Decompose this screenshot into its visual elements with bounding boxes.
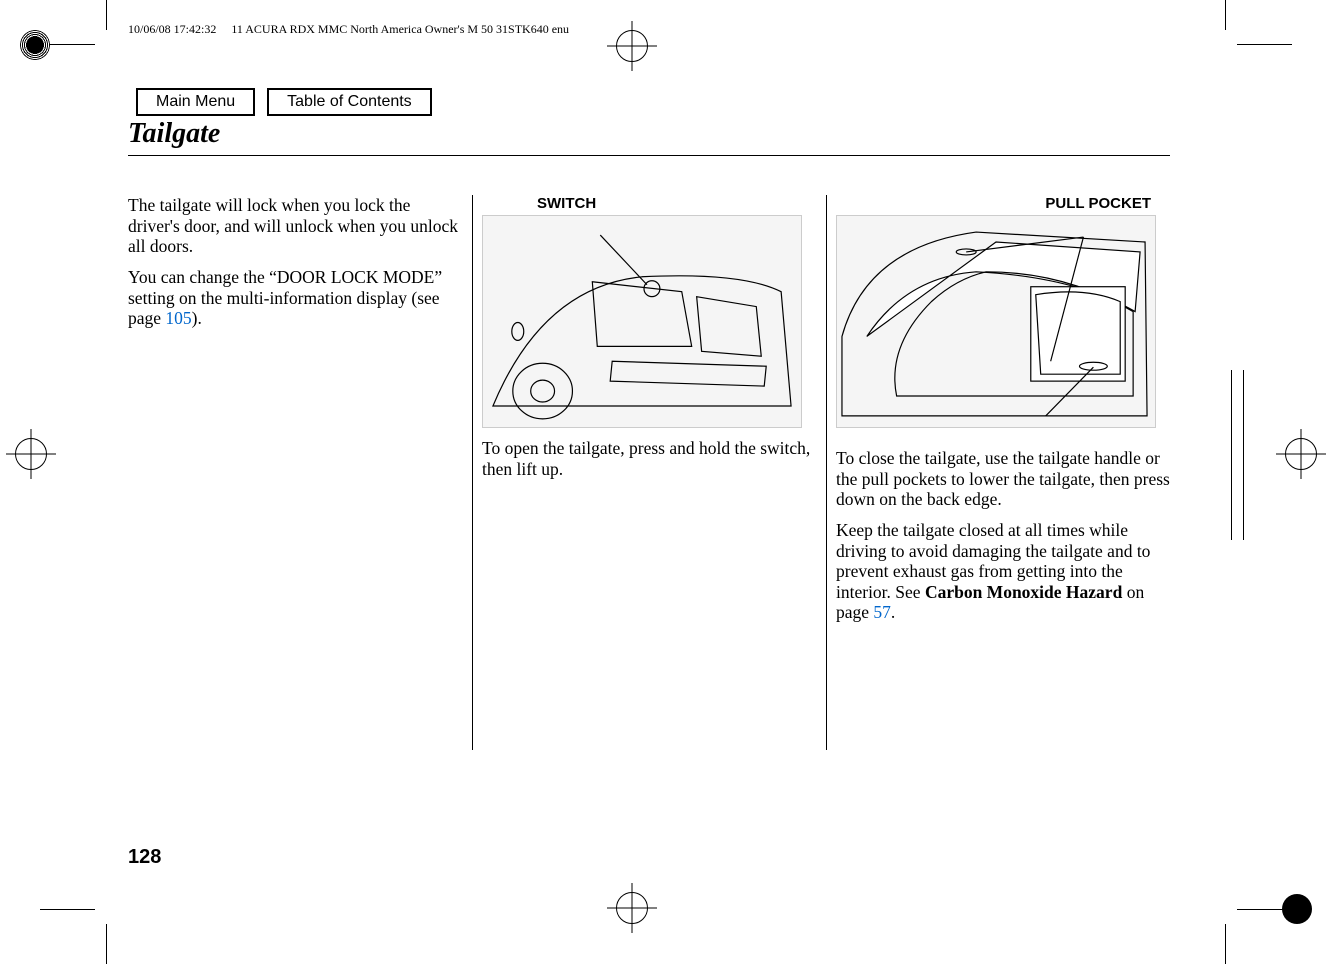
crop-mark xyxy=(1243,370,1244,540)
crop-mark xyxy=(1231,370,1232,540)
page-link[interactable]: 57 xyxy=(873,602,891,622)
column-divider xyxy=(472,195,473,750)
figure-body xyxy=(482,215,802,428)
table-of-contents-button[interactable]: Table of Contents xyxy=(267,88,432,116)
paragraph: You can change the “DOOR LOCK MODE” sett… xyxy=(128,267,462,329)
column-1: The tailgate will lock when you lock the… xyxy=(128,195,462,633)
nav-bar: Main Menu Table of Contents xyxy=(136,88,432,116)
registration-target-icon xyxy=(15,438,47,470)
crop-mark xyxy=(40,909,95,910)
registration-target-icon xyxy=(616,892,648,924)
figure-switch: SWITCH xyxy=(482,195,802,428)
page-link[interactable]: 105 xyxy=(165,308,191,328)
figure-label-switch: SWITCH xyxy=(537,195,596,213)
bold-text: Carbon Monoxide Hazard xyxy=(925,582,1122,602)
main-menu-button[interactable]: Main Menu xyxy=(136,88,255,116)
crop-mark xyxy=(106,0,107,30)
column-3: PULL POCKET HANDLE xyxy=(836,195,1170,633)
registration-mark-icon xyxy=(20,30,50,60)
column-divider xyxy=(826,195,827,750)
column-2: SWITCH To open the t xyxy=(482,195,816,633)
text: ). xyxy=(192,308,202,328)
registration-mark-icon xyxy=(1282,894,1312,924)
content-columns: The tailgate will lock when you lock the… xyxy=(128,195,1170,633)
figure-handle: PULL POCKET HANDLE xyxy=(836,195,1156,428)
figure-caption: To open the tailgate, press and hold the… xyxy=(482,438,816,479)
registration-target-icon xyxy=(616,30,648,62)
crop-mark xyxy=(1237,44,1292,45)
vehicle-rear-icon xyxy=(483,216,801,427)
figure-body xyxy=(836,215,1156,428)
paragraph: The tailgate will lock when you lock the… xyxy=(128,195,462,257)
crop-mark xyxy=(1225,0,1226,30)
paragraph: To close the tailgate, use the tailgate … xyxy=(836,448,1170,510)
tailgate-open-icon xyxy=(837,216,1155,427)
horizontal-rule xyxy=(128,155,1170,156)
page-number: 128 xyxy=(128,846,161,869)
paragraph: Keep the tailgate closed at all times wh… xyxy=(836,520,1170,623)
registration-target-icon xyxy=(1285,438,1317,470)
crop-mark xyxy=(106,924,107,964)
text: . xyxy=(891,602,895,622)
page-title: Tailgate xyxy=(128,118,220,150)
crop-mark xyxy=(1225,924,1226,964)
print-header: 10/06/08 17:42:32 11 ACURA RDX MMC North… xyxy=(128,22,569,37)
figure-label-pull-pocket: PULL POCKET xyxy=(1045,195,1151,213)
